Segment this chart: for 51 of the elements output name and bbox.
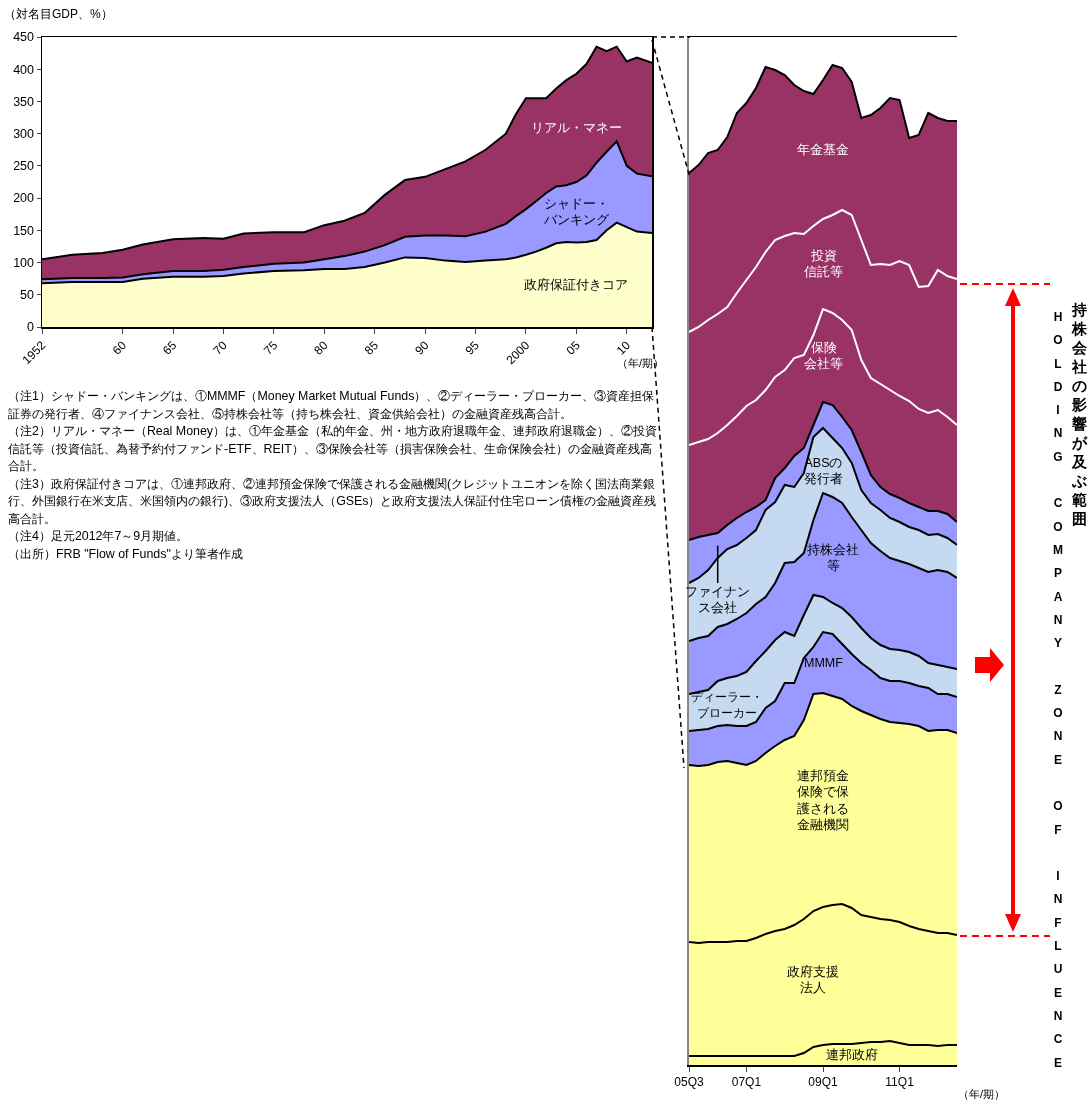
text: COMPANY bbox=[1052, 495, 1064, 653]
y-tick-label: 0 bbox=[27, 320, 35, 335]
x-tick-label: 85 bbox=[361, 338, 382, 358]
text: （注2）リアル・マネー（Real Money）は、①年金基金（私的年金、州・地方政府退職年金、連邦政府退職金）、②投資信託等（投資信託、為替予約付ファンド-ETF、REIT）、③保険会社等（損害保険会社、生命保険会社）の金融資産残高合計。 bbox=[8, 423, 658, 475]
x-tick-label: 75 bbox=[260, 338, 281, 358]
x-tick-label: 95 bbox=[462, 338, 483, 358]
y-tick-label: 100 bbox=[13, 255, 35, 270]
text: INFLUENCE bbox=[1053, 869, 1063, 1070]
text: 持株会社の影響が及ぶ範囲 bbox=[1072, 301, 1087, 527]
x-tick-label: 60 bbox=[109, 338, 130, 358]
y-tick-label: 350 bbox=[13, 94, 35, 109]
x-tick-label: 90 bbox=[412, 338, 432, 358]
y-tick-label: 450 bbox=[13, 30, 35, 45]
y-tick-label: 150 bbox=[13, 223, 35, 238]
series-label: 連邦預金保険で保護される金融機関 bbox=[797, 769, 849, 832]
text: （注1）シャドー・バンキングは、①MMMF（Money Market Mutual Funds）、②ディーラー・ブローカー、③資産担保証券の発行者、④ファイナンス会社、⑤持株会社等（持ち株会社、資金供給会社）の金融資産残高合計。 bbox=[8, 388, 656, 423]
series-label: 年金基金 bbox=[797, 143, 849, 157]
text: （出所）FRB "Flow of Funds"より筆者作成 bbox=[8, 545, 244, 563]
y-axis-title: （対名目GDP、%） bbox=[4, 7, 113, 21]
series-label: 政府支援法人 bbox=[787, 964, 839, 996]
series-label: 連邦政府 bbox=[826, 1047, 878, 1062]
series-label: 投資信託等 bbox=[804, 249, 843, 280]
y-tick-label: 200 bbox=[13, 191, 35, 206]
series-label: シャドー・バンキング bbox=[543, 197, 610, 228]
x-tick-label: 09Q1 bbox=[808, 1074, 838, 1089]
series-label: 政府保証付きコア bbox=[524, 277, 628, 292]
series-label: 持株会社等 bbox=[807, 543, 859, 574]
series-label: ディーラー・ブローカー bbox=[691, 690, 763, 720]
x-tick-label: 11Q1 bbox=[885, 1074, 915, 1089]
x-tick-label: 70 bbox=[210, 338, 231, 358]
series-label: リアル・マネー bbox=[531, 121, 622, 135]
y-tick-label: 300 bbox=[13, 127, 35, 142]
series-label: MMMF bbox=[804, 656, 844, 670]
x-tick-label: 07Q1 bbox=[731, 1074, 762, 1089]
y-tick-label: 250 bbox=[13, 159, 35, 174]
x-axis-title: （年/期） bbox=[617, 357, 665, 369]
y-tick-label: 50 bbox=[20, 288, 35, 303]
x-tick-label: 05Q3 bbox=[674, 1074, 704, 1089]
text: （注4）足元2012年7～9月期値。 bbox=[8, 528, 190, 545]
text: ZONE bbox=[1052, 681, 1064, 769]
x-tick-label: 05 bbox=[563, 338, 583, 358]
text: OF bbox=[1052, 798, 1064, 839]
text: （注3）政府保証付きコアは、①連邦政府、②連邦預金保険で保護される金融機関(クレジットユニオンを除く国法商業銀行、外国銀行在米支店、米国領内の銀行)、③政府支援法人（GSEs）と政府支援法人保証付住宅ローン債権の金融資産残高合計。 bbox=[8, 475, 658, 528]
y-tick-label: 400 bbox=[13, 62, 35, 77]
text: HOLDING bbox=[1052, 309, 1064, 466]
x-tick-label: 80 bbox=[311, 338, 331, 358]
x-axis-title: （年/期） bbox=[958, 1088, 1006, 1100]
x-tick-label: 10 bbox=[613, 338, 634, 358]
series-label: 保険会社等 bbox=[804, 341, 843, 372]
x-tick-label: 65 bbox=[160, 338, 180, 358]
series-label: ファイナンス会社 bbox=[685, 585, 750, 616]
